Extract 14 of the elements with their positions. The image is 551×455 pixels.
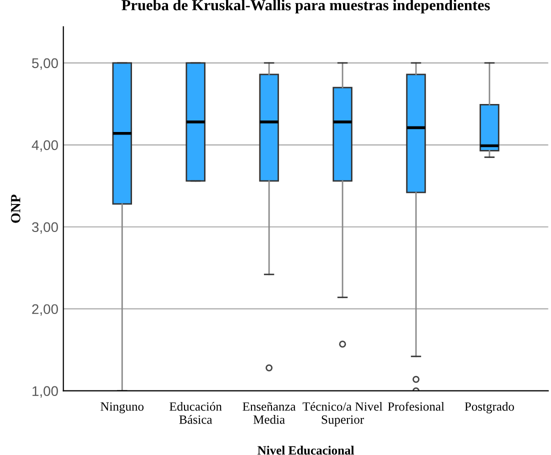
y-tick-label: 2,00 [32,304,58,316]
y-tick-label: 4,00 [32,140,58,152]
x-tick-label: Educación Básica [170,402,222,424]
chart-title: Prueba de Kruskal-Wallis para muestras independientes [122,0,490,14]
y-axis-title: ONP [10,194,20,223]
x-tick-label: Enseñanza Media [242,402,296,424]
y-tick-label: 3,00 [32,222,58,234]
x-tick-label: Profesional [388,402,444,411]
y-tick-label: 1,00 [32,386,58,398]
x-tick-label: Postgrado [464,402,514,414]
y-tick-label: 5,00 [32,58,58,70]
x-axis-title: Nivel Educacional [258,446,354,455]
x-tick-label: Técnico/a Nivel Superior [302,402,382,426]
x-tick-label: Ninguno [100,402,144,414]
